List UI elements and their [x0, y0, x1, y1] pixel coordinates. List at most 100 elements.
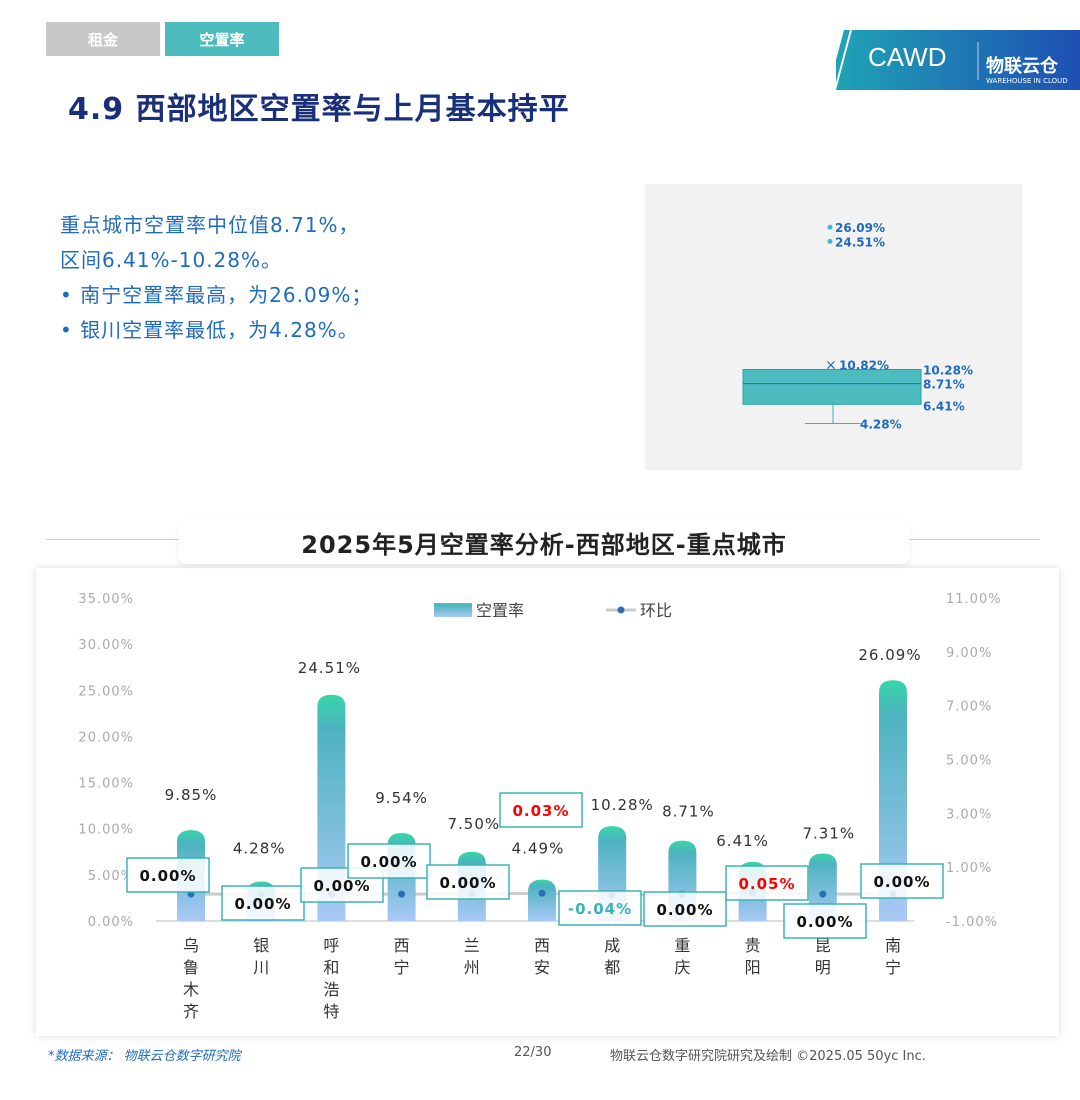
summary-line: • 南宁空置率最高，为26.09%； [60, 283, 373, 307]
bar-value-label: 24.51% [298, 659, 361, 677]
category-label-char: 重 [674, 936, 690, 955]
line-value-label: 0.00% [139, 867, 196, 885]
category-label-char: 明 [815, 958, 831, 977]
category-label-char: 西 [534, 936, 550, 955]
category-label-char: 鲁 [183, 958, 199, 977]
q3-label: 10.28% [923, 363, 973, 377]
chart-card: 0.00% 5.00% 10.00% 15.00% 20.00% 25.00% 30.00%… [36, 568, 1059, 1036]
summary-line: 重点城市空置率中位值8.71%， [60, 213, 360, 237]
right-tick-label: 9.00% [946, 646, 992, 661]
category-label-char: 南 [885, 936, 901, 955]
median-label: 8.71% [923, 378, 965, 392]
line-point [398, 890, 406, 898]
outlier-label: 26.09% [835, 221, 885, 235]
line-value-label: 0.00% [796, 913, 853, 931]
bar [879, 680, 907, 921]
category-label-char: 宁 [394, 958, 410, 977]
svg-text:WAREHOUSE IN CLOUD: WAREHOUSE IN CLOUD [986, 77, 1068, 85]
line-value-box [426, 864, 510, 900]
category-label-char: 特 [323, 1002, 339, 1021]
summary-line: 区间6.41%-10.28%。 [60, 248, 283, 272]
category-label-char: 木 [183, 980, 199, 999]
tab-rent[interactable]: 租金 [46, 22, 160, 56]
line-value-label: 0.00% [439, 874, 496, 892]
bar-value-label: 7.50% [447, 815, 500, 833]
line-point [538, 889, 546, 897]
category-label-char: 浩 [323, 980, 339, 999]
line-value-label: 0.00% [656, 901, 713, 919]
bar-value-label: 10.28% [591, 796, 654, 814]
bar-value-label: 9.54% [375, 789, 428, 807]
line-value-label: 0.05% [738, 875, 795, 893]
line-value-box [499, 792, 583, 828]
right-tick-label: 3.00% [946, 807, 992, 822]
line-value-label: 0.00% [234, 895, 291, 913]
right-tick-label: 11.00% [946, 592, 1002, 607]
category-label-char: 昆 [815, 936, 831, 955]
category-label-char: 齐 [183, 1002, 199, 1021]
right-tick-label: 7.00% [946, 700, 992, 715]
bar-value-label: 8.71% [662, 803, 715, 821]
cawd-logo: CAWD 物联云仓 WAREHOUSE IN CLOUD [836, 30, 1080, 90]
outlier-label: 24.51% [835, 235, 885, 249]
boxplot: 26.09%24.51% × 10.82% 10.28%8.71% 6.41% 4.28% [742, 221, 973, 431]
category-label-char: 川 [253, 958, 269, 977]
svg-text:CAWD: CAWD [868, 42, 946, 72]
bar [528, 879, 556, 921]
line-value-box [300, 867, 384, 903]
category-label-char: 安 [534, 958, 550, 977]
category-label-char: 都 [604, 958, 620, 977]
q1-label: 6.41% [923, 399, 965, 413]
mean-marker: × [825, 358, 837, 374]
svg-text:物联云仓: 物联云仓 [986, 55, 1059, 77]
line-value-box [860, 863, 944, 899]
category-label-char: 宁 [885, 958, 901, 977]
boxplot-panel: 26.09% 24.51% × 10.82% 10.28% 8.71% 6.41% 4.28% [645, 184, 1022, 470]
line-value-label: 0.00% [873, 873, 930, 891]
right-tick-label: -1.00% [946, 915, 998, 930]
line-point [819, 890, 827, 898]
line-value-box [725, 865, 809, 901]
iqr-box [742, 368, 922, 405]
category-label-char: 州 [464, 958, 480, 977]
category-label-char: 乌 [183, 936, 199, 955]
min-label: 4.28% [860, 417, 902, 431]
tab-vacancy[interactable]: 空置率 [165, 22, 279, 56]
left-tick-label: 10.00% [78, 823, 134, 838]
left-tick-label: 20.00% [78, 730, 134, 745]
page-number: 22/30 [514, 1045, 552, 1060]
line-value-label: 0.00% [360, 853, 417, 871]
category-label-char: 西 [394, 936, 410, 955]
summary-line: • 银川空置率最低，为4.28%。 [60, 318, 359, 342]
mean-label: 10.82% [839, 359, 889, 373]
data-source: *数据来源： 物联云仓数字研究院 [48, 1049, 241, 1064]
line-value-box [558, 890, 642, 926]
combo-chart: 0.00% 5.00% 10.00% 15.00% 20.00% 25.00% 30.00%… [78, 592, 1002, 1021]
bar-value-label: 4.49% [512, 840, 565, 858]
page-title: 4.9 西部地区空置率与上月基本持平 [68, 92, 570, 127]
category-label-char: 贵 [745, 936, 761, 955]
bar [317, 694, 346, 921]
line-value-box [783, 903, 867, 939]
bar-value-label: 7.31% [802, 825, 855, 843]
line-value-box [643, 891, 727, 927]
legend-swatch-bar [434, 603, 472, 617]
line-value-label: -0.04% [568, 900, 632, 918]
line-value-label: 0.00% [313, 877, 370, 895]
bar-value-label: 6.41% [716, 832, 769, 850]
category-label-char: 成 [604, 936, 620, 955]
line-value-box [126, 857, 210, 893]
bar-value-label: 9.85% [165, 786, 218, 804]
outlier-point [827, 238, 833, 244]
line-value-box [347, 843, 431, 879]
summary-text: 重点城市空置率中位值8.71%， 区间6.41%-10.28%。 • 南宁空置率… [60, 208, 372, 348]
outlier-point [827, 224, 833, 230]
credit: 物联云仓数字研究院研究及绘制 ©2025.05 50yc Inc. [610, 1049, 926, 1064]
right-tick-label: 5.00% [946, 754, 992, 769]
category-label-char: 庆 [674, 958, 690, 977]
category-label-char: 兰 [464, 936, 480, 955]
left-tick-label: 5.00% [88, 869, 134, 884]
line-value-box [221, 885, 305, 921]
line-value-label: 0.03% [512, 802, 569, 820]
left-tick-label: 30.00% [78, 638, 134, 653]
